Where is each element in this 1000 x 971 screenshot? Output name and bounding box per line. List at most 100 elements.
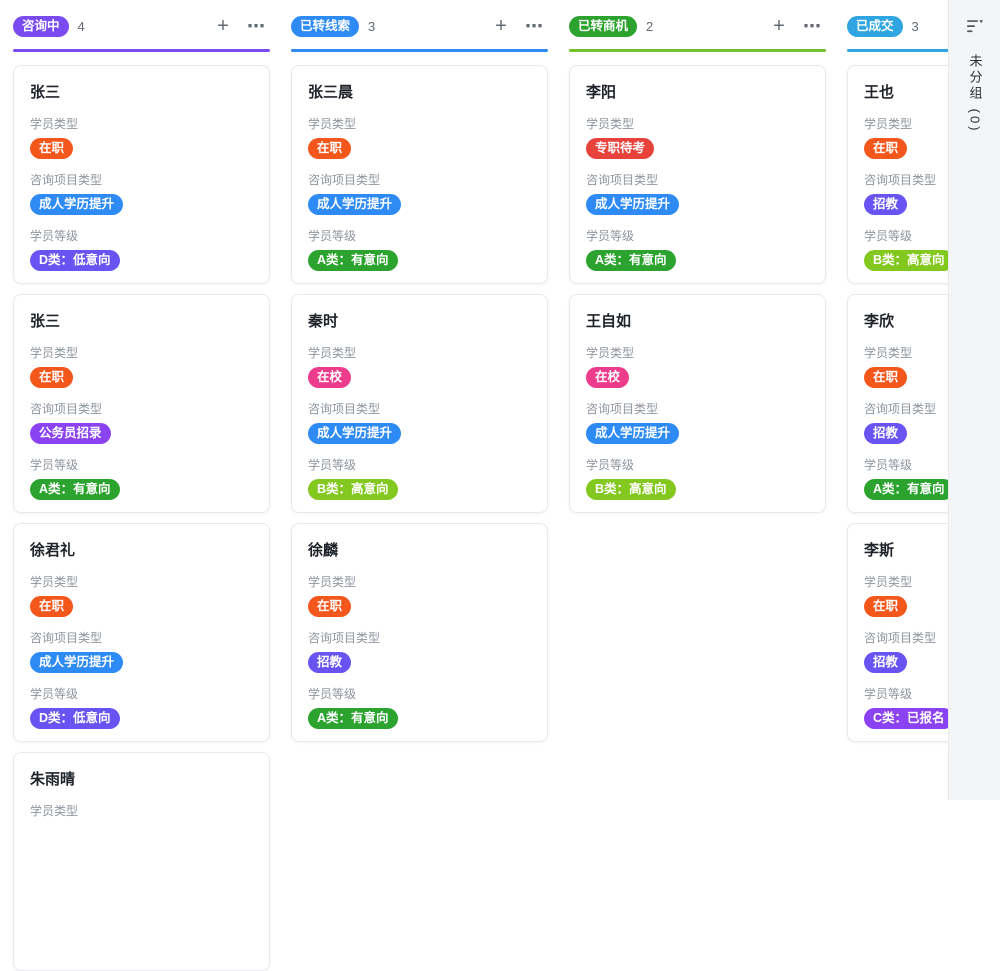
kanban-card[interactable]: 徐麟 学员类型 在职 咨询项目类型 招教 学员等级 A类：有意向 [291,523,548,742]
kanban-card[interactable]: 张三晨 学员类型 在职 咨询项目类型 成人学历提升 学员等级 A类：有意向 [291,65,548,284]
column-color-bar [847,49,1000,52]
field-label: 咨询项目类型 [586,402,659,416]
card-field: 学员等级 B类：高意向 [308,457,531,500]
field-label: 学员类型 [30,117,79,131]
column-color-bar [13,49,270,52]
field-label: 学员类型 [30,575,79,589]
field-value-badge: 成人学历提升 [586,194,680,215]
card-field: 学员类型 在职 [30,345,253,388]
card-title: 张三晨 [308,84,354,101]
kanban-card[interactable]: 徐君礼 学员类型 在职 咨询项目类型 成人学历提升 学员等级 D类：低意向 [13,523,270,742]
column-count: 4 [77,18,85,34]
column-count: 3 [368,18,376,34]
card-field: 学员类型 在职 [864,345,1000,388]
kanban-card[interactable]: 张三 学员类型 在职 咨询项目类型 成人学历提升 学员等级 D类：低意向 [13,65,270,284]
card-field: 学员等级 D类：低意向 [30,686,253,729]
card-field: 咨询项目类型 招教 [308,630,531,673]
field-label: 学员类型 [30,804,79,818]
hidden-groups-rail[interactable]: 未分组 (0) [948,0,1000,800]
card-field: 学员类型 在职 [308,574,531,617]
card-title: 秦时 [308,313,339,330]
card-field: 咨询项目类型 成人学历提升 [30,172,253,215]
card-title: 张三 [30,84,61,101]
field-value-badge: 在职 [30,138,74,159]
card-title: 王也 [864,84,895,101]
card-field: 学员等级 D类：低意向 [30,228,253,271]
kanban-card[interactable]: 王自如 学员类型 在校 咨询项目类型 成人学历提升 学员等级 B类：高意向 [569,294,826,513]
card-field: 学员等级 A类：有意向 [586,228,809,271]
card-title: 王自如 [586,313,632,330]
more-options-icon[interactable]: ⋯ [525,16,543,36]
card-field: 学员类型 在职 [308,116,531,159]
card-field: 咨询项目类型 成人学历提升 [308,172,531,215]
field-value-badge: A类：有意向 [864,479,954,500]
add-card-icon[interactable]: + [495,15,507,37]
card-field: 学员等级 C类：已报名 [864,686,1000,729]
column-count: 3 [911,18,919,34]
card-field: 学员类型 在校 [308,345,531,388]
field-label: 学员类型 [308,346,357,360]
field-label: 学员类型 [308,117,357,131]
field-label: 学员等级 [30,687,79,701]
field-value-badge: 在职 [864,367,908,388]
field-value-badge: 在职 [308,596,352,617]
card-field: 学员等级 B类：高意向 [864,228,1000,271]
kanban-column-consulting: 咨询中 4 + ⋯ 张三 学员类型 在职 咨询项目类型 成人学历提升 学员等级 … [13,0,270,971]
field-label: 学员等级 [30,229,79,243]
card-field: 学员类型 在职 [30,116,253,159]
card-field: 咨询项目类型 成人学历提升 [586,172,809,215]
field-value-badge: B类：高意向 [586,479,676,500]
column-status-badge: 已转商机 [569,15,638,37]
card-field: 学员等级 A类：有意向 [864,457,1000,500]
card-title: 李斯 [864,542,895,559]
kanban-card[interactable]: 李阳 学员类型 专职待考 咨询项目类型 成人学历提升 学员等级 A类：有意向 [569,65,826,284]
field-value-badge: 成人学历提升 [308,194,402,215]
more-options-icon[interactable]: ⋯ [247,16,265,36]
column-status-badge: 已成交 [847,15,903,37]
field-label: 学员等级 [586,229,635,243]
field-label: 学员类型 [30,346,79,360]
card-field: 咨询项目类型 招教 [864,401,1000,444]
card-title: 李阳 [586,84,617,101]
kanban-card[interactable]: 朱雨晴 学员类型 [13,752,270,971]
kanban-column-leads: 已转线索 3 + ⋯ 张三晨 学员类型 在职 咨询项目类型 成人学历提升 学员等… [291,0,548,800]
collapse-groups-icon[interactable] [966,19,983,34]
field-value-badge: 在职 [864,138,908,159]
kanban-card[interactable]: 秦时 学员类型 在校 咨询项目类型 成人学历提升 学员等级 B类：高意向 [291,294,548,513]
column-status-badge: 咨询中 [13,15,69,37]
field-label: 咨询项目类型 [864,173,937,187]
field-label: 学员类型 [864,346,913,360]
card-field: 咨询项目类型 招教 [864,172,1000,215]
field-value-badge: 成人学历提升 [30,652,124,673]
field-value-badge: 成人学历提升 [586,423,680,444]
field-value-badge: 在校 [308,367,352,388]
field-value-badge: 成人学历提升 [308,423,402,444]
add-card-icon[interactable]: + [217,15,229,37]
kanban-column-opportunities: 已转商机 2 + ⋯ 李阳 学员类型 专职待考 咨询项目类型 成人学历提升 学员… [569,0,826,800]
column-count: 2 [646,18,654,34]
field-value-badge: 在职 [308,138,352,159]
add-card-icon[interactable]: + [773,15,785,37]
more-options-icon[interactable]: ⋯ [803,16,821,36]
field-value-badge: 在职 [30,367,74,388]
column-color-bar [291,49,548,52]
field-label: 学员等级 [864,687,913,701]
field-label: 学员类型 [586,346,635,360]
field-value-badge: D类：低意向 [30,708,120,729]
card-field: 学员类型 在职 [30,574,253,617]
field-label: 学员等级 [308,687,357,701]
card-field: 学员等级 A类：有意向 [308,686,531,729]
field-label: 咨询项目类型 [30,631,103,645]
field-value-badge: 在职 [30,596,74,617]
card-title: 徐麟 [308,542,339,559]
field-value-badge: B类：高意向 [864,250,954,271]
field-value-badge: C类：已报名 [864,708,954,729]
field-value-badge: A类：有意向 [30,479,120,500]
card-field: 咨询项目类型 成人学历提升 [30,630,253,673]
field-value-badge: 招教 [308,652,352,673]
card-field: 学员等级 B类：高意向 [586,457,809,500]
field-label: 学员等级 [586,458,635,472]
card-field: 咨询项目类型 成人学历提升 [586,401,809,444]
field-label: 咨询项目类型 [864,631,937,645]
kanban-card[interactable]: 张三 学员类型 在职 咨询项目类型 公务员招录 学员等级 A类：有意向 [13,294,270,513]
